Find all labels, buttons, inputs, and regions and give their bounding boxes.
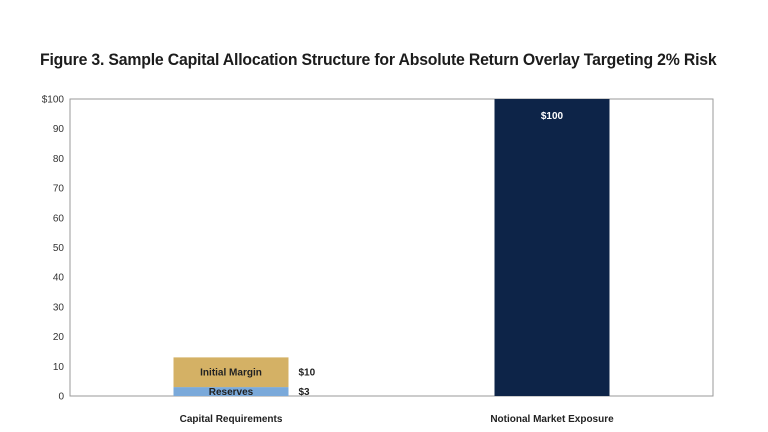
y-tick-label: 60 bbox=[53, 213, 65, 224]
chart-title: Figure 3. Sample Capital Allocation Stru… bbox=[40, 50, 717, 69]
bar-segment-notional bbox=[494, 99, 610, 396]
bar-segment-initial-margin bbox=[173, 357, 289, 388]
y-tick-label: 10 bbox=[53, 362, 65, 373]
x-category-label: Capital Requirements bbox=[180, 414, 283, 425]
value-label-initial-margin: $10 bbox=[299, 368, 316, 379]
x-category-label: Notional Market Exposure bbox=[490, 414, 614, 425]
value-label-reserves: $3 bbox=[299, 387, 311, 398]
plot-frame bbox=[69, 98, 714, 397]
segment-label-reserves: Reserves bbox=[209, 387, 254, 398]
y-tick-label: $100 bbox=[42, 95, 65, 106]
value-label-notional: $100 bbox=[541, 111, 564, 122]
y-tick-label: 20 bbox=[53, 332, 65, 343]
y-tick-label: 80 bbox=[53, 154, 65, 165]
y-tick-label: 30 bbox=[53, 302, 65, 313]
y-tick-label: 0 bbox=[58, 392, 64, 403]
bar-segment-reserves bbox=[173, 387, 289, 396]
segment-label-initial-margin: Initial Margin bbox=[200, 368, 262, 379]
y-tick-label: 70 bbox=[53, 184, 65, 195]
y-tick-label: 40 bbox=[53, 273, 65, 284]
y-tick-label: 50 bbox=[53, 243, 65, 254]
y-tick-label: 90 bbox=[53, 124, 65, 135]
